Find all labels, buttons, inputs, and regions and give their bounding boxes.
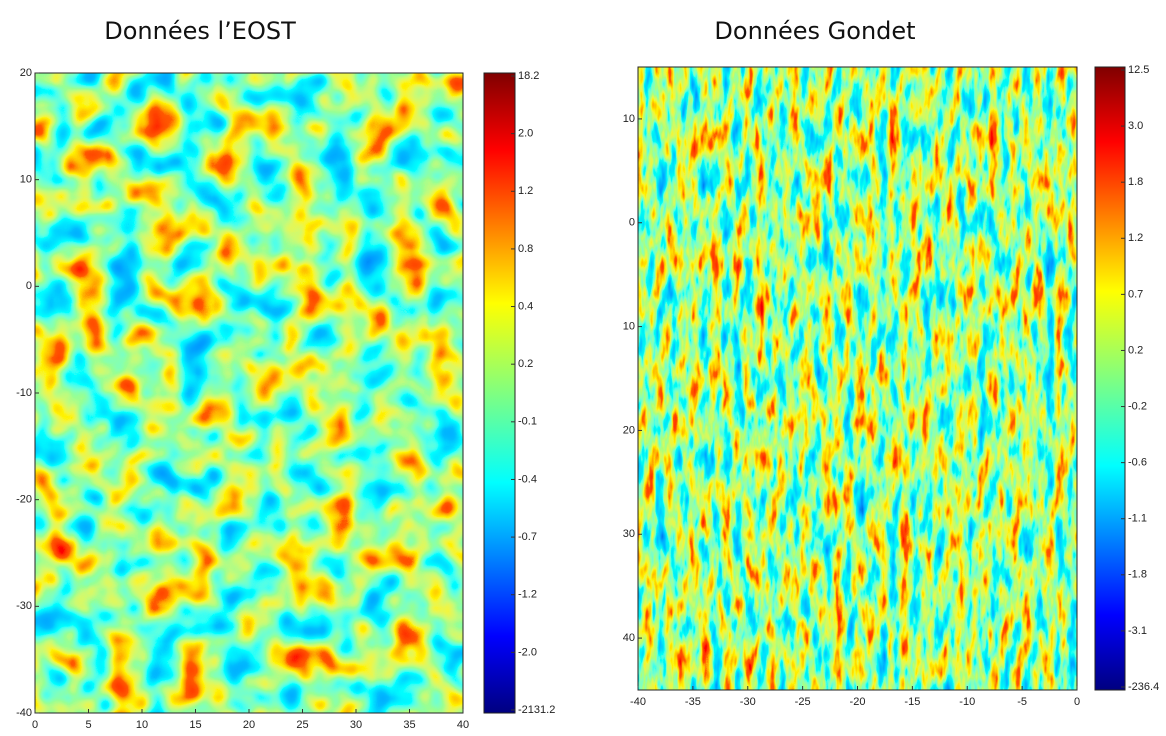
y-tick-label: -20 bbox=[16, 494, 32, 506]
colorbar bbox=[483, 72, 516, 714]
x-tick-label: 30 bbox=[350, 719, 362, 731]
colorbar-label: 1.2 bbox=[1128, 232, 1143, 244]
x-tick-label: 15 bbox=[189, 719, 201, 731]
chart-title: Données l’EOST bbox=[104, 17, 296, 45]
x-tick-label: -25 bbox=[795, 696, 811, 708]
y-tick-label: -40 bbox=[16, 707, 32, 719]
x-tick-label: -5 bbox=[1017, 696, 1027, 708]
colorbar-label: -1.8 bbox=[1128, 569, 1147, 581]
y-tick-label: 20 bbox=[20, 67, 32, 79]
colorbar-label: 0.4 bbox=[518, 300, 533, 312]
colorbar-label: -1.2 bbox=[518, 589, 537, 601]
y-tick-label: -10 bbox=[16, 387, 32, 399]
y-tick-label: 0 bbox=[26, 280, 32, 292]
colorbar-label: -0.4 bbox=[518, 473, 537, 485]
colorbar-label: -1.1 bbox=[1128, 513, 1147, 525]
y-tick-label: -30 bbox=[16, 600, 32, 612]
colorbar-label: 18.2 bbox=[518, 70, 539, 82]
colorbar-label: 1.8 bbox=[1128, 176, 1143, 188]
x-tick-label: 20 bbox=[243, 719, 255, 731]
y-tick-label: 10 bbox=[623, 320, 635, 332]
colorbar-label: -0.1 bbox=[518, 416, 537, 428]
y-tick-label: 40 bbox=[623, 632, 635, 644]
y-tick-label: 10 bbox=[20, 174, 32, 186]
x-tick-label: -30 bbox=[740, 696, 756, 708]
y-tick-label: 20 bbox=[623, 424, 635, 436]
heatmap-image bbox=[638, 67, 1077, 690]
colorbar-label: -3.1 bbox=[1128, 625, 1147, 637]
colorbar-label: -2131.2 bbox=[518, 704, 555, 716]
x-tick-label: 0 bbox=[32, 719, 38, 731]
colorbar-label: 1.2 bbox=[518, 185, 533, 197]
y-tick-label: 30 bbox=[623, 528, 635, 540]
x-tick-label: 10 bbox=[136, 719, 148, 731]
colorbar-label: 3.0 bbox=[1128, 120, 1143, 132]
colorbar-label: -0.7 bbox=[518, 531, 537, 543]
x-tick-label: -35 bbox=[685, 696, 701, 708]
heatmap-image bbox=[35, 73, 463, 713]
x-tick-label: -40 bbox=[630, 696, 646, 708]
x-tick-label: 40 bbox=[457, 719, 469, 731]
colorbar-label: 0.2 bbox=[1128, 344, 1143, 356]
colorbar-label: 0.2 bbox=[518, 358, 533, 370]
colorbar-label: 12.5 bbox=[1128, 64, 1149, 76]
colorbar-label: 0.8 bbox=[518, 243, 533, 255]
colorbar bbox=[1094, 66, 1126, 691]
x-tick-label: -10 bbox=[959, 696, 975, 708]
x-tick-label: 25 bbox=[296, 719, 308, 731]
chart-title: Données Gondet bbox=[714, 17, 915, 45]
colorbar-label: 2.0 bbox=[518, 128, 533, 140]
x-tick-label: -20 bbox=[850, 696, 866, 708]
x-tick-label: 0 bbox=[1074, 696, 1080, 708]
x-tick-label: 5 bbox=[85, 719, 91, 731]
x-tick-label: -15 bbox=[904, 696, 920, 708]
colorbar-label: 0.7 bbox=[1128, 288, 1143, 300]
x-tick-label: 35 bbox=[403, 719, 415, 731]
colorbar-label: -0.2 bbox=[1128, 400, 1147, 412]
colorbar-label: -0.6 bbox=[1128, 457, 1147, 469]
colorbar-label: -236.4 bbox=[1128, 681, 1159, 693]
y-tick-label: 10 bbox=[623, 113, 635, 125]
y-tick-label: 0 bbox=[629, 217, 635, 229]
colorbar-label: -2.0 bbox=[518, 646, 537, 658]
